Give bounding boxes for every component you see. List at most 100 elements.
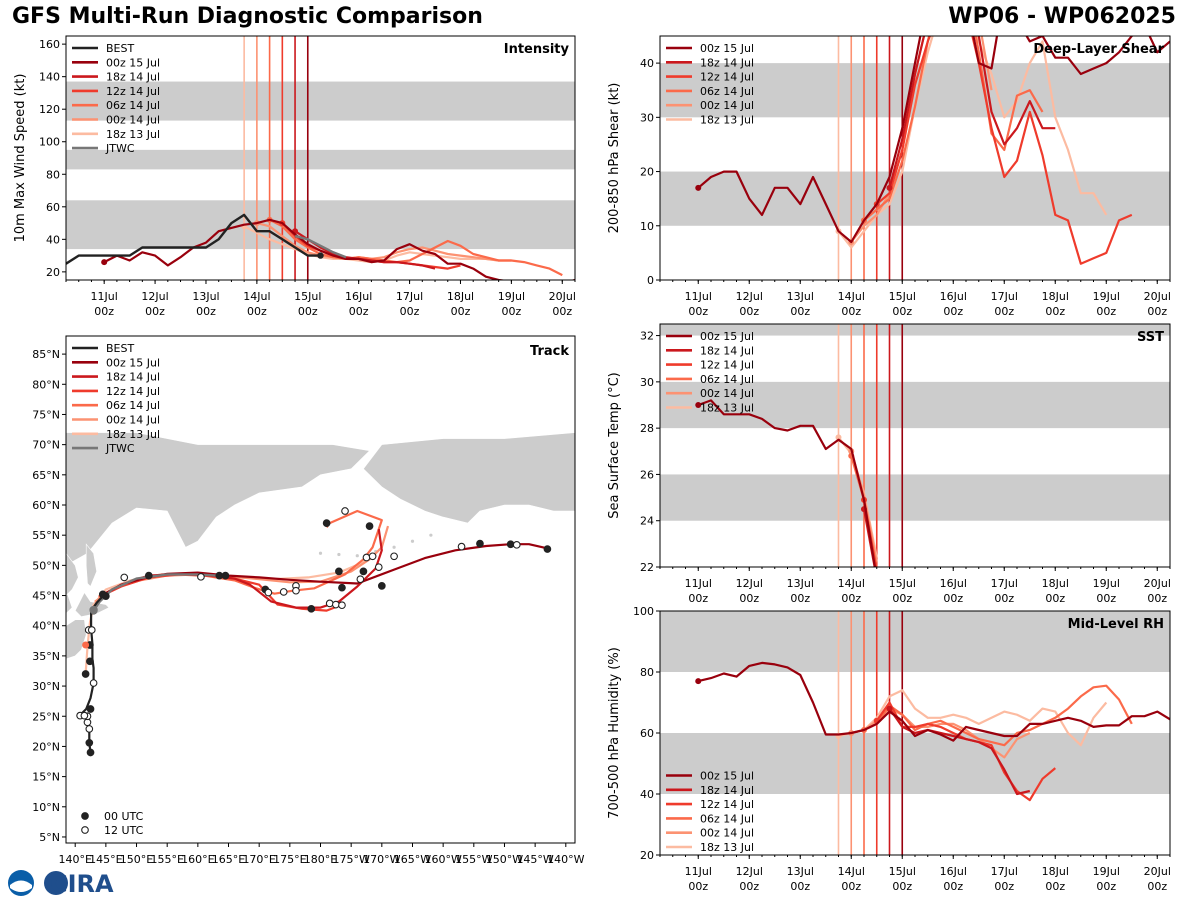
legend-label: JTWC — [105, 442, 135, 455]
track-marker — [197, 572, 205, 581]
track-marker — [325, 599, 334, 608]
track-marker — [457, 542, 466, 551]
x-tick-label: 20Jul — [549, 290, 576, 303]
x-tick-label: 19Jul — [498, 290, 525, 303]
analysis-point — [835, 434, 842, 441]
legend-label: 00z 14 Jul — [700, 827, 754, 840]
track-marker — [365, 522, 374, 530]
x-tick-label: 18Jul — [1042, 577, 1069, 590]
x-tick-label: 14Jul — [243, 290, 270, 303]
y-tick-label: 80 — [46, 168, 60, 181]
threshold-band — [660, 324, 1170, 336]
track-marker — [374, 563, 383, 572]
legend-label: 18z 13 Jul — [700, 841, 754, 854]
lon-tick-label: 155°E — [150, 853, 183, 866]
x-tick-sublabel: 00z — [1147, 880, 1167, 893]
x-tick-label: 18Jul — [1042, 865, 1069, 878]
series-line — [256, 222, 512, 262]
track-marker — [81, 670, 90, 678]
island — [392, 545, 396, 549]
legend-label: 00z 15 Jul — [700, 770, 754, 783]
x-tick-sublabel: 00z — [688, 305, 708, 318]
lat-tick-label: 85°N — [32, 348, 60, 361]
legend-label: BEST — [106, 42, 134, 55]
x-tick-label: 12Jul — [141, 290, 168, 303]
x-tick-label: 13Jul — [787, 865, 814, 878]
x-tick-sublabel: 00z — [94, 305, 114, 318]
threshold-band — [66, 149, 575, 170]
y-tick-label: 100 — [39, 136, 60, 149]
noaa-cira-logo: CIRA — [8, 870, 114, 898]
lat-tick-label: 20°N — [32, 740, 60, 753]
island — [429, 533, 433, 537]
legend-label: 06z 14 Jul — [106, 399, 160, 412]
y-tick-label: 0 — [647, 274, 654, 287]
legend-label: 12z 14 Jul — [700, 798, 754, 811]
land-mass — [66, 589, 73, 615]
land-mass — [66, 619, 87, 660]
x-tick-sublabel: 00z — [790, 592, 810, 605]
x-tick-sublabel: 00z — [1096, 592, 1116, 605]
track-marker — [331, 600, 340, 609]
analysis-point — [886, 184, 893, 191]
x-tick-label: 12Jul — [736, 865, 763, 878]
x-tick-label: 15Jul — [294, 290, 321, 303]
map-area — [66, 432, 575, 757]
y-tick-label: 10 — [640, 220, 654, 233]
x-tick-sublabel: 00z — [1045, 592, 1065, 605]
lat-tick-label: 10°N — [32, 801, 60, 814]
x-tick-label: 19Jul — [1093, 290, 1120, 303]
legend-label: 00z 14 Jul — [700, 387, 754, 400]
land-mass — [66, 432, 371, 566]
y-tick-label: 20 — [640, 849, 654, 862]
x-tick-sublabel: 00z — [688, 880, 708, 893]
panel-track: 5°N 10°N 15°N 20°N 25°N 30°N 35°N 40°N 45°N 50°N 5… — [32, 335, 585, 866]
panel-intensity: 20 40 60 80 100 120 140 160 11Jul 00z 12Jul 00z 13Ju… — [13, 35, 576, 318]
track-marker — [377, 582, 386, 590]
marker-legend-label: 12 UTC — [104, 824, 144, 837]
x-tick-label: 16Jul — [345, 290, 372, 303]
x-tick-sublabel: 00z — [943, 305, 963, 318]
x-tick-label: 20Jul — [1144, 865, 1171, 878]
legend-label: 18z 13 Jul — [700, 114, 754, 127]
track-marker — [144, 571, 153, 580]
x-tick-label: 13Jul — [192, 290, 219, 303]
lat-tick-label: 75°N — [32, 408, 60, 421]
x-tick-sublabel: 00z — [298, 305, 318, 318]
legend-label: 06z 14 Jul — [106, 99, 160, 112]
lat-tick-label: 65°N — [32, 469, 60, 482]
legend-label: 18z 13 Jul — [700, 402, 754, 415]
x-tick-label: 17Jul — [396, 290, 423, 303]
x-tick-sublabel: 00z — [1096, 880, 1116, 893]
storm-id: WP06 - WP062025 — [948, 4, 1176, 29]
legend-label: 06z 14 Jul — [700, 85, 754, 98]
legend-label: 12z 14 Jul — [700, 359, 754, 372]
x-tick-sublabel: 00z — [247, 305, 267, 318]
threshold-band — [660, 171, 1170, 226]
island — [337, 552, 341, 557]
lon-tick-label: 160°W — [424, 853, 461, 866]
lon-tick-label: 175°W — [332, 853, 369, 866]
x-tick-label: 17Jul — [991, 577, 1018, 590]
x-tick-label: 17Jul — [991, 290, 1018, 303]
x-tick-sublabel: 00z — [400, 305, 420, 318]
y-tick-label: 32 — [640, 330, 654, 343]
lon-tick-label: 180°E — [304, 853, 337, 866]
best-track-marker — [86, 705, 95, 713]
y-tick-label: 26 — [640, 468, 654, 481]
x-tick-label: 14Jul — [838, 577, 865, 590]
series-line — [269, 218, 563, 277]
track-line — [84, 552, 377, 675]
x-tick-label: 11Jul — [685, 290, 712, 303]
x-tick-label: 19Jul — [1093, 865, 1120, 878]
lat-tick-label: 70°N — [32, 439, 60, 452]
panel-title: SST — [1137, 330, 1164, 345]
y-tick-label: 160 — [39, 38, 60, 51]
y-tick-label: 28 — [640, 422, 654, 435]
track-marker — [338, 601, 346, 610]
x-tick-label: 11Jul — [685, 865, 712, 878]
track-marker — [120, 573, 129, 582]
x-tick-label: 12Jul — [736, 577, 763, 590]
analysis-point — [695, 184, 702, 191]
series-line — [697, 36, 1170, 244]
